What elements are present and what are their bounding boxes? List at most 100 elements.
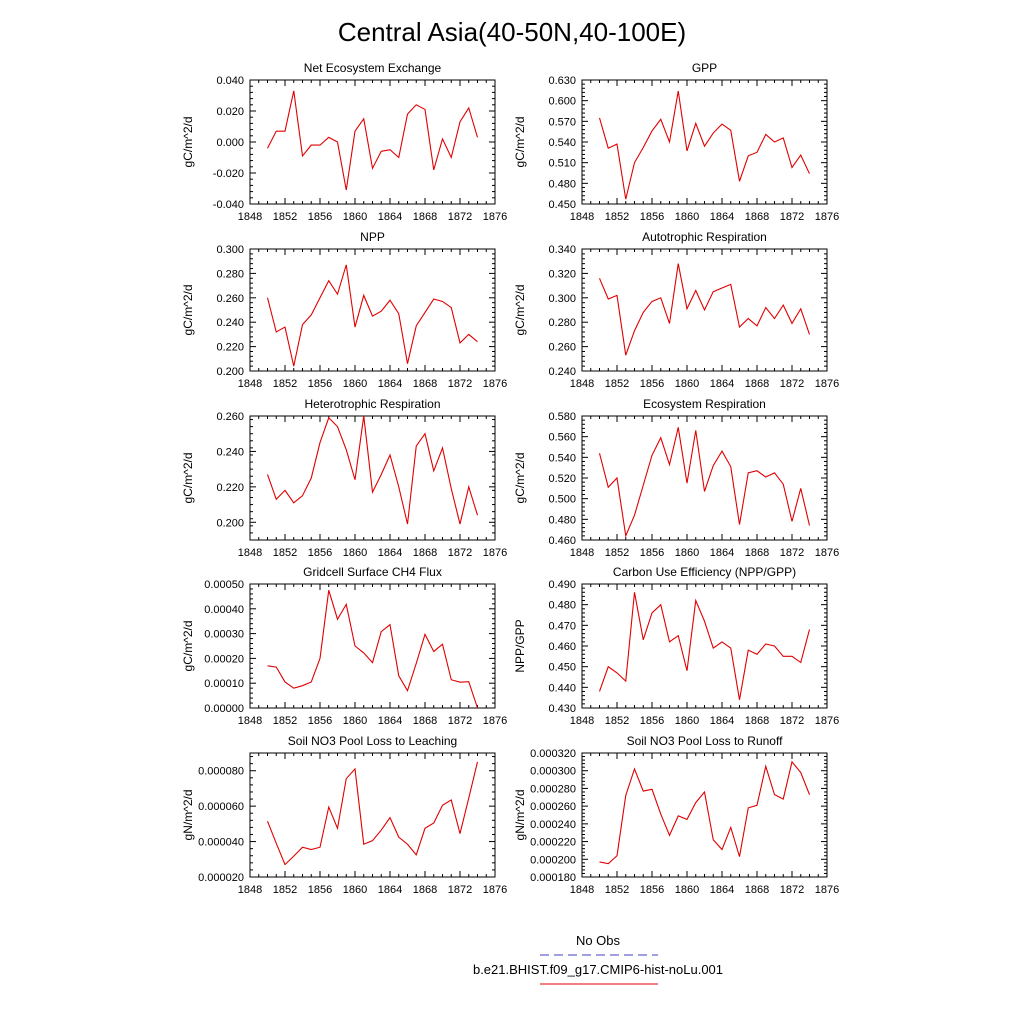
x-tick-label: 1868 (413, 884, 437, 896)
y-tick-label: 0.240 (548, 366, 576, 378)
y-axis-label: gN/m^2/d (513, 790, 527, 841)
x-tick-label: 1860 (343, 547, 367, 559)
x-tick-label: 1876 (483, 884, 507, 896)
x-tick-label: 1860 (675, 211, 699, 223)
panel: Carbon Use Efficiency (NPP/GPP) NPP/GPP 18… (513, 565, 839, 727)
x-tick-label: 1852 (273, 715, 297, 727)
x-tick-label: 1856 (640, 715, 664, 727)
y-axis-label: gC/m^2/d (513, 117, 527, 168)
y-tick-label: 0.00000 (204, 703, 244, 715)
x-tick-label: 1872 (448, 547, 472, 559)
y-tick-label: 0.540 (548, 137, 576, 149)
panel: Net Ecosystem Exchange gC/m^2/d 1848 1852 18… (181, 61, 507, 223)
y-axis-label: gC/m^2/d (181, 621, 195, 672)
x-tick-label: 1852 (273, 378, 297, 390)
y-tick-label: 0.490 (548, 579, 576, 591)
x-tick-label: 1856 (308, 211, 332, 223)
panel: Soil NO3 Pool Loss to Leaching gN/m^2/d 18… (181, 734, 507, 896)
y-tick-label: 0.220 (216, 482, 244, 494)
x-tick-label: 1864 (378, 884, 402, 896)
legend-label: b.e21.BHIST.f09_g17.CMIP6-hist-noLu.001 (473, 962, 723, 977)
x-tick-label: 1856 (640, 547, 664, 559)
x-tick-label: 1856 (308, 884, 332, 896)
y-tick-label: 0.560 (548, 432, 576, 444)
panel-title: Ecosystem Respiration (643, 397, 766, 411)
x-tick-label: 1876 (815, 715, 839, 727)
y-tick-label: 0.280 (216, 268, 244, 280)
y-tick-label: 0.260 (548, 342, 576, 354)
panel: GPP gC/m^2/d 1848 1852 1856 1860 1864 1868 1872 1… (513, 61, 839, 223)
y-tick-label: 0.520 (548, 473, 576, 485)
panel-title: Soil NO3 Pool Loss to Runoff (627, 734, 784, 748)
panel-title: GPP (692, 61, 717, 75)
y-tick-label: 0.220 (216, 342, 244, 354)
y-tick-label: 0.570 (548, 116, 576, 128)
x-tick-label: 1868 (745, 715, 769, 727)
panel: NPP gC/m^2/d 1848 1852 1856 1860 1864 1868 1872 1… (181, 230, 507, 390)
y-tick-label: 0.000080 (198, 766, 244, 778)
x-tick-label: 1872 (780, 884, 804, 896)
x-tick-label: 1852 (605, 715, 629, 727)
y-tick-label: 0.340 (548, 244, 576, 256)
y-tick-label: 0.040 (216, 75, 244, 87)
x-tick-label: 1872 (780, 211, 804, 223)
y-tick-label: 0.480 (548, 514, 576, 526)
x-tick-label: 1868 (413, 715, 437, 727)
series-line (599, 760, 811, 865)
y-tick-label: 0.480 (548, 600, 576, 612)
y-tick-label: 0.240 (216, 317, 244, 329)
panel-title: Carbon Use Efficiency (NPP/GPP) (613, 565, 796, 579)
y-tick-label: 0.260 (216, 293, 244, 305)
y-tick-label: 0.460 (548, 641, 576, 653)
y-tick-label: 0.240 (216, 446, 244, 458)
y-tick-label: -0.020 (213, 168, 244, 180)
y-tick-label: 0.00010 (204, 678, 244, 690)
x-tick-label: 1864 (378, 547, 402, 559)
x-tick-label: 1872 (448, 378, 472, 390)
x-tick-label: 1848 (570, 547, 594, 559)
panel: Soil NO3 Pool Loss to Runoff gN/m^2/d 1848… (513, 734, 839, 896)
plot-frame (249, 415, 496, 541)
x-tick-label: 1848 (238, 715, 262, 727)
x-tick-label: 1860 (675, 715, 699, 727)
y-axis-label: gN/m^2/d (181, 790, 195, 841)
panel-title: NPP (360, 230, 385, 244)
y-tick-label: 0.440 (548, 682, 576, 694)
x-tick-label: 1848 (570, 884, 594, 896)
legend: No Obs b.e21.BHIST.f09_g17.CMIP6-hist-noL… (473, 933, 723, 985)
y-tick-label: 0.000020 (198, 872, 244, 884)
x-tick-label: 1876 (483, 211, 507, 223)
series-line (598, 592, 811, 700)
x-tick-label: 1848 (238, 884, 262, 896)
y-axis-label: gC/m^2/d (181, 285, 195, 336)
x-tick-label: 1852 (273, 884, 297, 896)
x-tick-label: 1848 (238, 378, 262, 390)
y-tick-label: 0.600 (548, 96, 576, 108)
y-tick-label: 0.000300 (530, 766, 576, 778)
x-tick-label: 1864 (710, 884, 734, 896)
panel: Gridcell Surface CH4 Flux gC/m^2/d 1848 185… (181, 565, 507, 727)
x-tick-label: 1860 (675, 547, 699, 559)
y-tick-label: 0.00050 (204, 579, 244, 591)
series-line (598, 90, 810, 200)
plot-frame (249, 752, 496, 878)
y-tick-label: 0.020 (216, 106, 244, 118)
x-tick-label: 1868 (745, 211, 769, 223)
x-tick-label: 1860 (343, 378, 367, 390)
x-tick-label: 1868 (745, 547, 769, 559)
panel-title: Soil NO3 Pool Loss to Leaching (288, 734, 457, 748)
x-tick-label: 1864 (378, 715, 402, 727)
y-tick-label: 0.000320 (530, 748, 576, 760)
x-tick-label: 1868 (745, 884, 769, 896)
x-tick-label: 1868 (413, 547, 437, 559)
y-axis-label: gC/m^2/d (181, 453, 195, 504)
x-tick-label: 1876 (815, 378, 839, 390)
x-tick-label: 1864 (710, 715, 734, 727)
y-tick-label: 0.580 (548, 411, 576, 423)
x-tick-label: 1852 (605, 884, 629, 896)
y-tick-label: 0.00030 (204, 629, 244, 641)
series-line (266, 264, 478, 367)
y-tick-label: 0.460 (548, 535, 576, 547)
y-axis-label: gC/m^2/d (181, 117, 195, 168)
